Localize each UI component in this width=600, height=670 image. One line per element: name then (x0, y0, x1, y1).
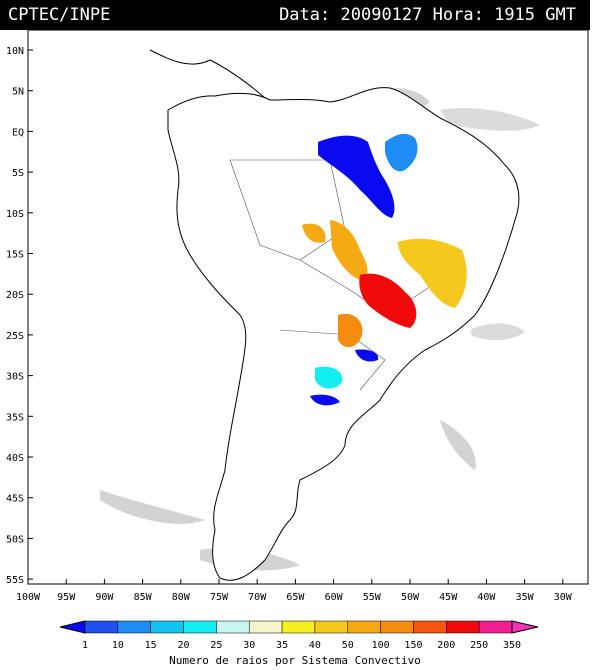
lon-tick-label: 90W (95, 592, 114, 603)
lon-tick-label: 75W (210, 592, 229, 603)
lon-tick-label: 40W (477, 592, 496, 603)
legend-value-label: 50 (342, 640, 354, 650)
lat-tick-label: 45S (6, 494, 24, 505)
lon-tick-label: 45W (439, 592, 458, 603)
legend-value-label: 40 (309, 640, 321, 650)
lat-tick-label: 25S (6, 331, 24, 342)
lon-tick-label: 85W (134, 592, 153, 603)
legend-swatch (150, 620, 184, 634)
legend-swatch (84, 620, 119, 634)
lat-tick-label: 50S (6, 534, 24, 545)
legend-swatch (347, 620, 381, 634)
legend-value-label: 100 (372, 640, 390, 650)
legend-value-label: 15 (145, 640, 157, 650)
legend-swatch (314, 620, 349, 634)
timestamp-label: Data: 20090127 Hora: 1915 GMT (279, 5, 576, 25)
legend-arrow-left (59, 620, 86, 634)
satellite-lightning-map: 10N5NEQ5S10S15S20S25S30S35S40S45S50S55S … (6, 30, 589, 603)
lat-tick-label: 5N (12, 87, 24, 98)
hour-label: Hora: (432, 5, 484, 25)
latitude-axis: 10N 5N EQ 5S 10S 15S 20S 25S 30S 35S 40S 45S 50S 55S (6, 46, 33, 586)
lon-tick-label: 100W (16, 592, 41, 603)
lon-tick-label: 55W (363, 592, 382, 603)
legend-swatch (413, 620, 447, 634)
lat-tick-label: 35S (6, 412, 24, 423)
hour-value: 1915 (494, 5, 536, 25)
legend-value-label: 20 (178, 640, 190, 650)
legend-value-label: 25 (210, 640, 222, 650)
lon-tick-label: 80W (172, 592, 191, 603)
legend-swatch (478, 620, 513, 634)
lon-tick-label: 60W (325, 592, 344, 603)
lat-tick-label: 10N (6, 46, 24, 57)
date-value: 20090127 (340, 5, 423, 25)
longitude-axis: 100W 95W 90W 85W 80W 75W 70W 65W 60W 55W 50W 45W 40W… (16, 579, 573, 603)
legend-value-label: 1 (82, 640, 88, 650)
legend-swatch (183, 620, 217, 634)
legend-swatch (117, 620, 151, 634)
lon-tick-label: 35W (516, 592, 535, 603)
lat-tick-label: 20S (6, 290, 24, 301)
legend-swatch (216, 620, 250, 634)
legend-value-label: 10 (112, 640, 124, 650)
legend-swatch (380, 620, 414, 634)
legend-value-label: 250 (470, 640, 488, 650)
date-label: Data: (279, 5, 331, 25)
lat-tick-label: 10S (6, 209, 24, 220)
legend-arrow-right (511, 620, 539, 634)
legend-value-label: 200 (437, 640, 455, 650)
lightning-cells (302, 133, 467, 406)
legend-swatch (281, 620, 316, 634)
org-label: CPTEC/INPE (8, 5, 111, 25)
lat-tick-label: 30S (6, 372, 24, 383)
legend-swatch (446, 620, 480, 634)
lat-tick-label: 15S (6, 250, 24, 261)
lon-tick-label: 70W (248, 592, 267, 603)
lon-tick-label: 50W (401, 592, 420, 603)
legend-colorbar: 1 10 15 20 25 30 35 40 50 100 150 200 250 350 (59, 620, 539, 650)
lat-tick-label: 55S (6, 575, 24, 586)
timezone-label: GMT (545, 5, 576, 25)
legend-title: Numero de raios por Sistema Convectivo (169, 654, 421, 667)
lon-tick-label: 65W (286, 592, 305, 603)
legend-value-label: 30 (243, 640, 255, 650)
lon-tick-label: 95W (57, 592, 76, 603)
legend-value-label: 150 (404, 640, 422, 650)
title-bar: CPTEC/INPE Data: 20090127 Hora: 1915 GMT (0, 0, 590, 30)
legend-swatch (248, 620, 283, 634)
lat-tick-label: 5S (12, 168, 24, 179)
lon-tick-label: 30W (554, 592, 573, 603)
legend-value-label: 350 (503, 640, 521, 650)
legend-value-label: 35 (276, 640, 288, 650)
lat-tick-label: EQ (12, 127, 24, 138)
lat-tick-label: 40S (6, 453, 24, 464)
